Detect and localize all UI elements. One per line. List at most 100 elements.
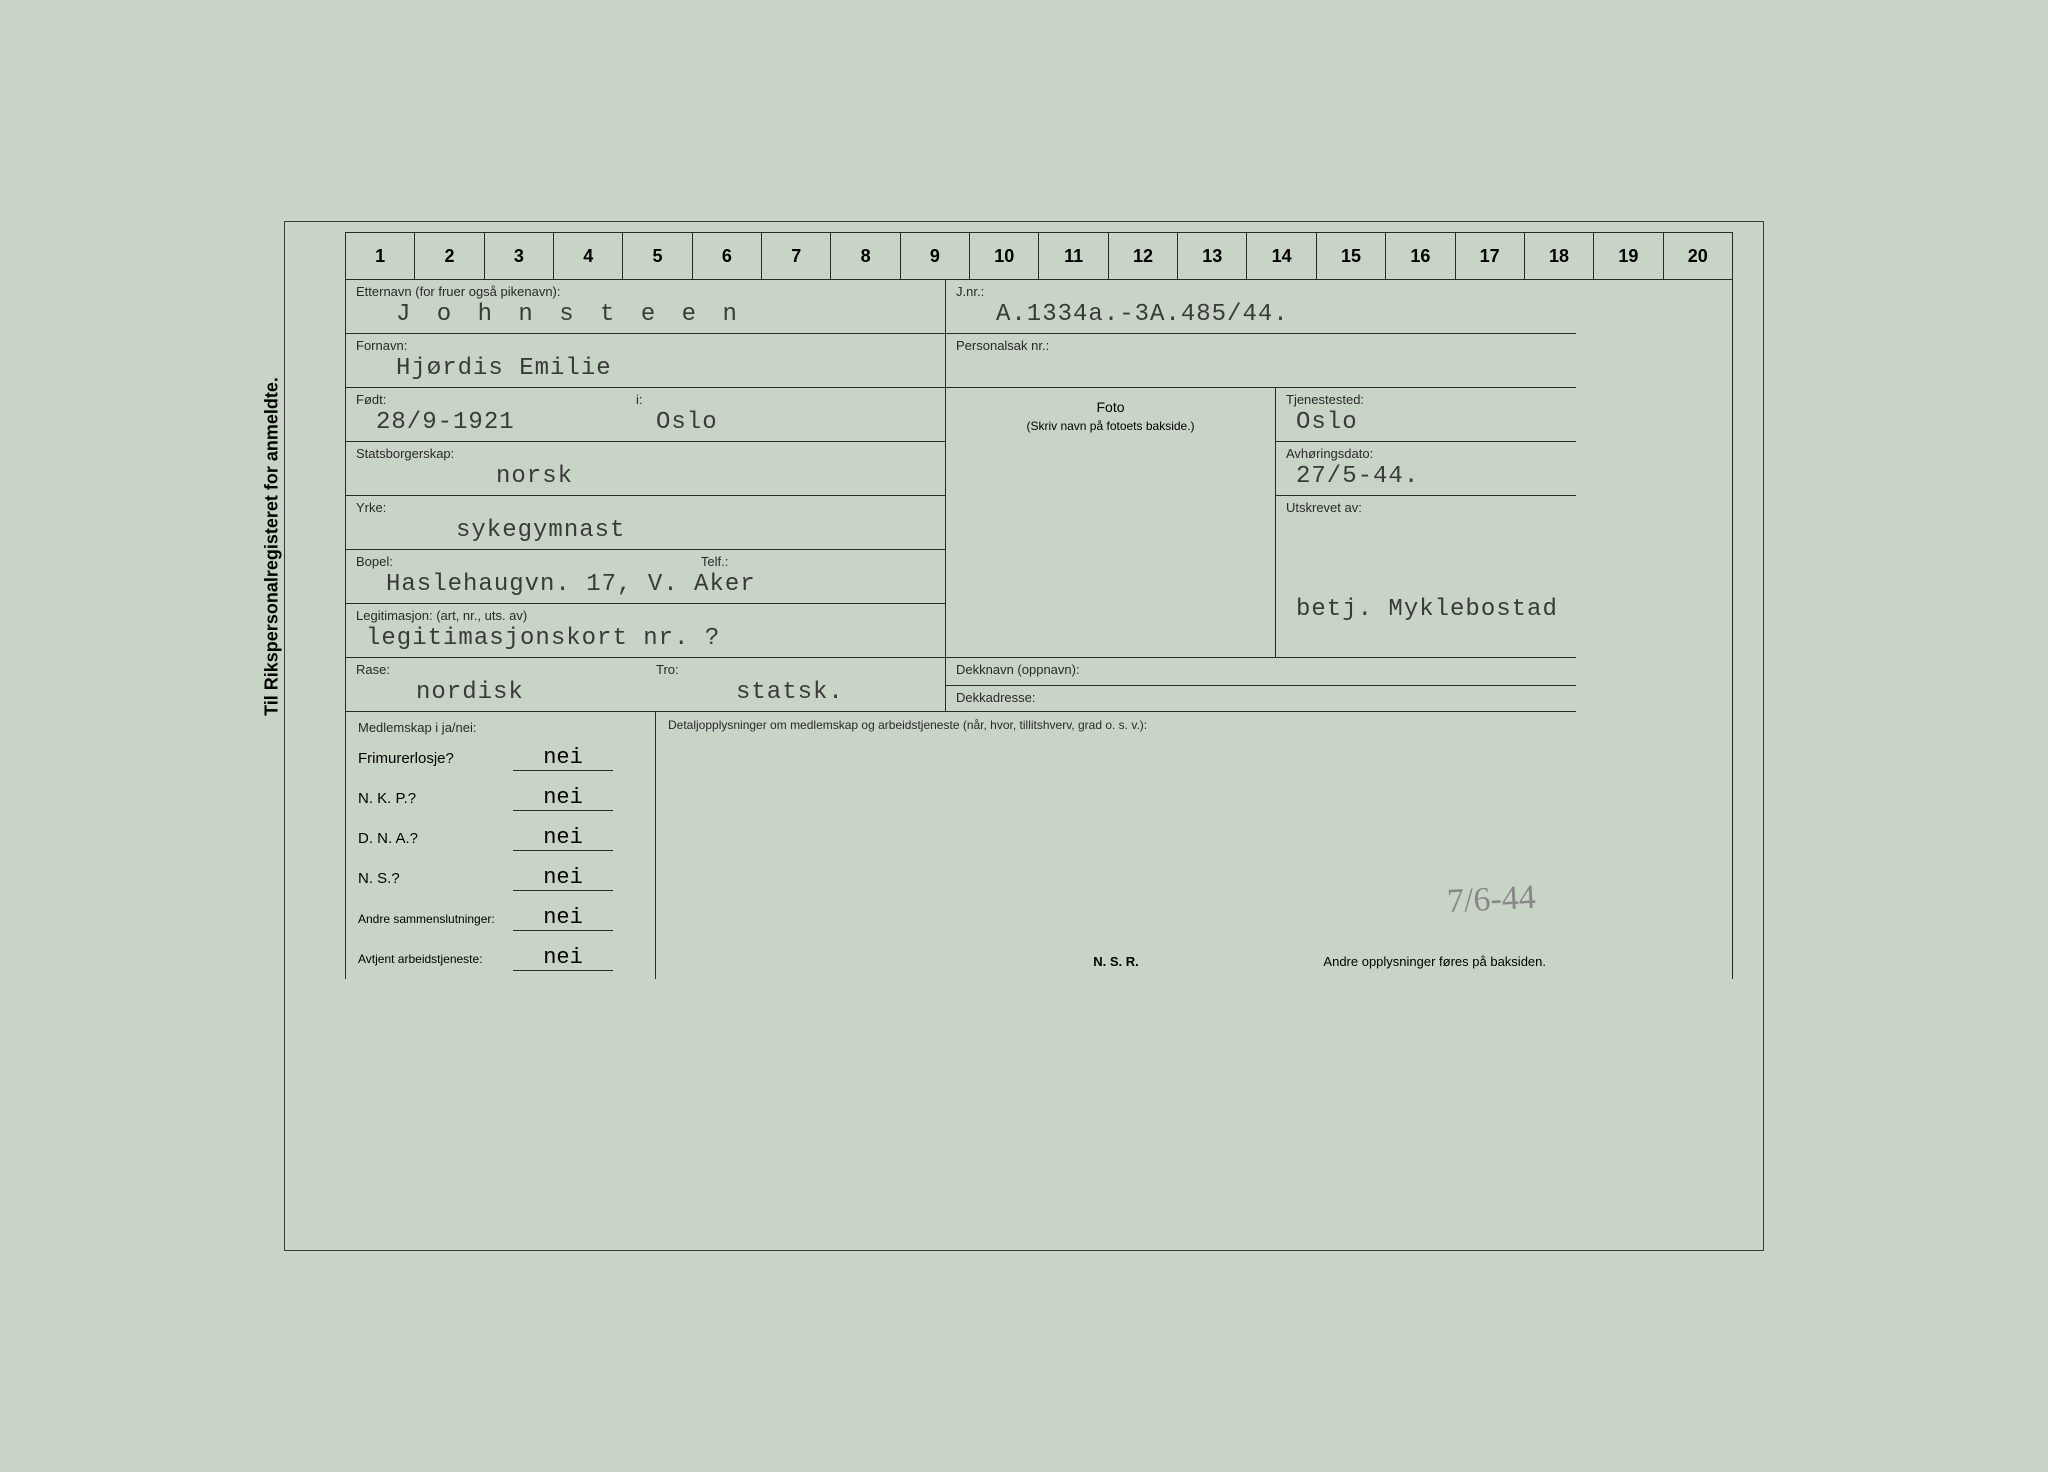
field-rase: Rase: nordisk	[346, 658, 646, 712]
value-jnr: A.1334a.-3A.485/44.	[956, 301, 1566, 331]
field-tjenestested: Tjenestested: Oslo	[1276, 388, 1576, 442]
label-tjenestested: Tjenestested:	[1286, 392, 1566, 407]
mem-label-avtjent: Avtjent arbeidstjeneste:	[358, 952, 513, 966]
label-etternavn: Etternavn (for fruer også pikenavn):	[356, 284, 935, 299]
field-statsborgerskap: Statsborgerskap: norsk	[346, 442, 946, 496]
field-fodt: Født: 28/9-1921	[346, 388, 626, 441]
label-bopel: Bopel:	[356, 554, 393, 569]
ruler-tick: 9	[901, 233, 970, 279]
ruler-tick: 17	[1456, 233, 1525, 279]
mem-label-andre: Andre sammenslutninger:	[358, 912, 513, 926]
foto-section: Foto (Skriv navn på fotoets bakside.)	[946, 388, 1276, 442]
ruler-tick: 19	[1594, 233, 1663, 279]
side-title: Til Rikspersonalregisteret for anmeldte.	[262, 347, 283, 747]
ruler-tick: 1	[346, 233, 415, 279]
field-utskrevet-top: Utskrevet av:	[1276, 496, 1576, 550]
field-yrke: Yrke: sykegymnast	[346, 496, 946, 550]
value-rase: nordisk	[356, 679, 636, 709]
field-dekk-wrap: Dekknavn (oppnavn): Dekkadresse:	[946, 658, 1576, 712]
membership-left: Medlemskap i ja/nei: Frimurerlosje? nei …	[346, 712, 656, 979]
mem-value-dna: nei	[513, 825, 613, 851]
label-detalj: Detaljopplysninger om medlemskap og arbe…	[668, 718, 1564, 732]
mem-value-frimurer: nei	[513, 745, 613, 771]
registration-card: Til Rikspersonalregisteret for anmeldte.…	[284, 221, 1764, 1251]
label-foto-sub: (Skriv navn på fotoets bakside.)	[1026, 419, 1194, 433]
mem-value-nkp: nei	[513, 785, 613, 811]
value-yrke: sykegymnast	[356, 517, 935, 547]
label-rase: Rase:	[356, 662, 636, 677]
ruler-tick: 7	[762, 233, 831, 279]
ruler-tick: 5	[623, 233, 692, 279]
label-avhoringsdato: Avhøringsdato:	[1286, 446, 1566, 461]
field-fornavn: Fornavn: Hjørdis Emilie	[346, 334, 946, 388]
label-statsborgerskap: Statsborgerskap:	[356, 446, 935, 461]
mem-row-andre: Andre sammenslutninger: nei	[358, 905, 643, 931]
value-legitimasjon: legitimasjonskort nr. ?	[356, 625, 935, 655]
membership-section: Medlemskap i ja/nei: Frimurerlosje? nei …	[345, 712, 1733, 979]
ruler-tick: 15	[1317, 233, 1386, 279]
row-race-belief: Rase: nordisk Tro: statsk. Dekknavn (opp…	[345, 658, 1733, 712]
ruler-tick: 12	[1109, 233, 1178, 279]
label-dekknavn: Dekknavn (oppnavn):	[956, 662, 1566, 677]
value-fodt: 28/9-1921	[356, 409, 616, 439]
label-tro: Tro:	[656, 662, 935, 677]
mem-label-frimurer: Frimurerlosje?	[358, 750, 513, 767]
value-statsborgerskap: norsk	[356, 463, 935, 493]
label-personalsak: Personalsak nr.:	[956, 338, 1566, 353]
row-citizenship: Statsborgerskap: norsk Avhøringsdato: 27…	[345, 442, 1733, 496]
mem-row-frimurer: Frimurerlosje? nei	[358, 745, 643, 771]
label-utskrevet: Utskrevet av:	[1286, 500, 1566, 515]
mem-row-avtjent: Avtjent arbeidstjeneste: nei	[358, 945, 643, 971]
label-telf: Telf.:	[701, 554, 728, 569]
membership-right: Detaljopplysninger om medlemskap og arbe…	[656, 712, 1576, 979]
bottom-note: Andre opplysninger føres på baksiden.	[1323, 954, 1546, 969]
label-foto: Foto	[1096, 399, 1124, 415]
mem-row-dna: D. N. A.? nei	[358, 825, 643, 851]
number-ruler: 1 2 3 4 5 6 7 8 9 10 11 12 13 14 15 16 1…	[345, 232, 1733, 280]
label-fodt: Født:	[356, 392, 616, 407]
ruler-tick: 14	[1247, 233, 1316, 279]
field-fodt-i: i: Oslo	[626, 388, 946, 441]
field-fodt-wrap: Født: 28/9-1921 i: Oslo	[346, 388, 946, 442]
label-yrke: Yrke:	[356, 500, 935, 515]
ruler-tick: 13	[1178, 233, 1247, 279]
field-etternavn: Etternavn (for fruer også pikenavn): J o…	[346, 280, 946, 334]
row-birth: Født: 28/9-1921 i: Oslo Foto (Skriv navn…	[345, 388, 1733, 442]
label-medlemskap: Medlemskap i ja/nei:	[358, 720, 643, 735]
row-address: Bopel: Telf.: Haslehaugvn. 17, V. Aker L…	[345, 550, 1733, 658]
row-surname: Etternavn (for fruer også pikenavn): J o…	[345, 280, 1733, 334]
label-fornavn: Fornavn:	[356, 338, 935, 353]
field-personalsak: Personalsak nr.:	[946, 334, 1576, 388]
mem-row-nkp: N. K. P.? nei	[358, 785, 643, 811]
ruler-tick: 2	[415, 233, 484, 279]
row-firstname: Fornavn: Hjørdis Emilie Personalsak nr.:	[345, 334, 1733, 388]
value-avhoringsdato: 27/5-44.	[1286, 463, 1566, 493]
mem-row-ns: N. S.? nei	[358, 865, 643, 891]
mem-value-ns: nei	[513, 865, 613, 891]
value-bopel: Haslehaugvn. 17, V. Aker	[356, 571, 935, 601]
mem-label-dna: D. N. A.?	[358, 830, 513, 847]
ruler-tick: 18	[1525, 233, 1594, 279]
field-jnr: J.nr.: A.1334a.-3A.485/44.	[946, 280, 1576, 334]
mem-value-andre: nei	[513, 905, 613, 931]
value-utskrevet: betj. Myklebostad	[1286, 594, 1566, 625]
label-dekkadresse: Dekkadresse:	[956, 690, 1566, 705]
ruler-tick: 6	[693, 233, 762, 279]
value-tjenestested: Oslo	[1286, 409, 1566, 439]
label-i: i:	[636, 392, 936, 407]
ruler-tick: 3	[485, 233, 554, 279]
label-jnr: J.nr.:	[956, 284, 1566, 299]
field-tro: Tro: statsk.	[646, 658, 946, 712]
ruler-tick: 4	[554, 233, 623, 279]
foto-continue-2	[946, 496, 1276, 550]
mem-label-ns: N. S.?	[358, 870, 513, 887]
mem-value-avtjent: nei	[513, 945, 613, 971]
label-legitimasjon: Legitimasjon: (art, nr., uts. av)	[356, 608, 935, 623]
ruler-tick: 16	[1386, 233, 1455, 279]
field-bopel-wrap: Bopel: Telf.: Haslehaugvn. 17, V. Aker L…	[346, 550, 946, 658]
row-occupation: Yrke: sykegymnast Utskrevet av:	[345, 496, 1733, 550]
foto-continue-1	[946, 442, 1276, 496]
value-fornavn: Hjørdis Emilie	[356, 355, 935, 385]
ruler-tick: 10	[970, 233, 1039, 279]
ruler-tick: 20	[1664, 233, 1732, 279]
